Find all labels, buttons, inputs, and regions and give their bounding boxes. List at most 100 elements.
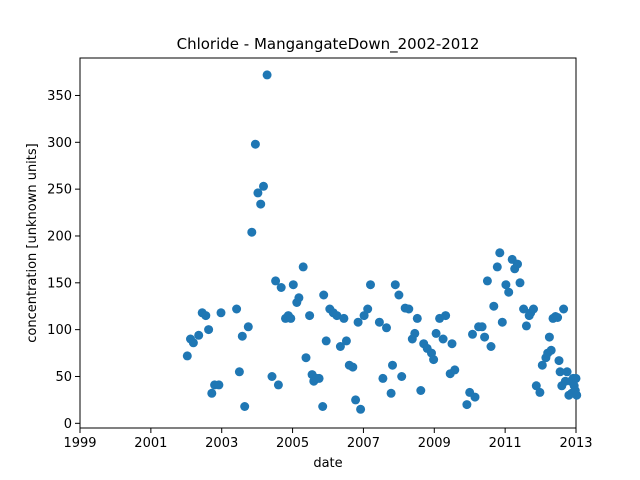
data-point	[477, 322, 487, 332]
data-point	[486, 342, 496, 351]
data-point	[182, 351, 192, 361]
data-point	[321, 336, 331, 346]
data-point	[259, 181, 268, 191]
data-point	[332, 311, 342, 321]
data-point	[232, 304, 242, 314]
y-tick-label: 350	[47, 89, 72, 104]
data-point	[515, 278, 525, 288]
data-point	[492, 262, 502, 272]
data-point	[404, 304, 414, 314]
data-point	[482, 276, 492, 286]
data-point	[353, 317, 363, 327]
data-point	[363, 304, 373, 314]
data-point	[397, 372, 407, 381]
x-tick-label: 2003	[205, 436, 238, 451]
data-point	[288, 280, 298, 290]
data-point	[335, 342, 345, 351]
x-tick-label: 1999	[63, 436, 96, 451]
y-tick-label: 100	[47, 323, 72, 338]
data-point	[470, 392, 480, 402]
data-point	[562, 367, 572, 377]
data-point	[546, 345, 556, 355]
data-point	[544, 332, 554, 342]
data-point	[378, 373, 388, 383]
data-point	[571, 373, 581, 383]
data-point	[468, 329, 477, 339]
data-point	[262, 70, 272, 80]
x-tick-label: 2013	[559, 436, 592, 451]
data-point	[431, 328, 441, 338]
data-point	[501, 280, 511, 290]
data-point	[513, 259, 522, 269]
y-tick-label: 250	[47, 183, 72, 198]
data-point	[339, 313, 349, 323]
data-point	[529, 304, 538, 314]
data-point	[450, 365, 460, 375]
data-point	[250, 139, 260, 149]
data-point	[410, 328, 420, 338]
data-point	[489, 301, 499, 311]
y-axis-ticks: 0 50 100 150 200 250 300 350	[47, 89, 80, 432]
data-point	[348, 362, 358, 372]
data-point	[559, 304, 569, 314]
plot-area-frame	[79, 57, 577, 429]
data-point	[240, 402, 250, 411]
data-point	[318, 402, 328, 411]
x-tick-label: 2005	[276, 436, 309, 451]
data-point	[519, 304, 529, 314]
data-point	[247, 227, 257, 237]
x-tick-label: 2007	[347, 436, 380, 451]
data-point	[201, 311, 211, 321]
data-point	[214, 380, 224, 390]
data-point	[271, 276, 281, 286]
x-tick-label: 2009	[418, 436, 451, 451]
chart-title: Chloride - MangangateDown_2002-2012	[177, 35, 480, 54]
y-tick-label: 50	[55, 370, 72, 385]
data-point	[495, 248, 505, 258]
data-point	[294, 293, 304, 303]
data-point	[480, 332, 490, 342]
data-point	[535, 387, 545, 397]
data-point	[207, 388, 217, 398]
x-tick-label: 2001	[134, 436, 167, 451]
data-point	[341, 336, 351, 346]
y-tick-label: 300	[47, 136, 72, 151]
y-tick-label: 200	[47, 229, 72, 244]
data-point	[301, 353, 311, 363]
data-point	[504, 287, 514, 297]
data-point	[521, 321, 531, 331]
data-point	[447, 339, 457, 349]
data-point	[305, 311, 315, 321]
data-point	[537, 360, 547, 370]
data-point	[531, 381, 541, 391]
data-point	[356, 404, 366, 414]
data-point	[497, 317, 507, 327]
data-point	[572, 390, 582, 400]
data-point	[267, 372, 277, 381]
data-point	[234, 367, 244, 377]
data-point	[298, 262, 308, 272]
data-point	[441, 311, 451, 321]
data-point	[553, 313, 563, 322]
data-point	[194, 330, 204, 340]
data-point	[554, 356, 564, 366]
data-point	[256, 199, 266, 209]
x-axis-label: date	[313, 456, 342, 471]
data-point	[374, 317, 384, 327]
data-point	[286, 313, 296, 323]
data-point	[388, 360, 397, 370]
data-point	[555, 367, 565, 377]
x-tick-label: 2011	[489, 436, 522, 451]
data-point	[237, 331, 247, 341]
data-point	[366, 280, 375, 290]
y-tick-label: 150	[47, 276, 72, 291]
data-point	[188, 338, 198, 348]
data-point	[394, 290, 404, 300]
data-point	[243, 322, 253, 332]
x-axis-ticks: 1999 2001 2003 2005 2007 2009 2011 2013	[63, 428, 593, 451]
data-point	[412, 313, 422, 323]
data-point	[216, 308, 226, 318]
data-point	[273, 380, 283, 390]
data-point	[359, 311, 369, 321]
